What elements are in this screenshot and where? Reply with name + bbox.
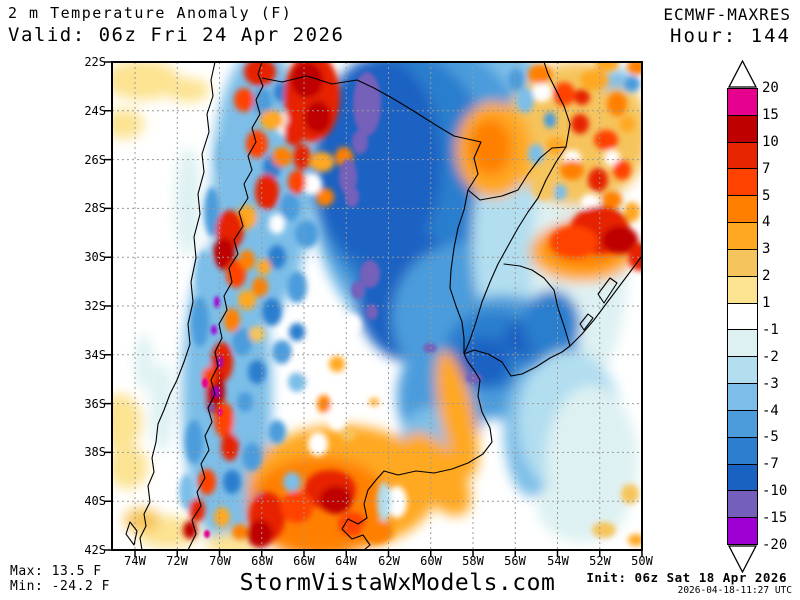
lon-label: 62W xyxy=(378,554,400,568)
paraguay-brazil-border xyxy=(543,62,571,148)
colorbar-box xyxy=(728,491,757,519)
colorbar-tick-label: 15 xyxy=(762,107,779,123)
colorbar-down-arrow-icon xyxy=(727,545,758,573)
map-frame xyxy=(111,61,643,551)
colorbar-box xyxy=(728,518,757,545)
lon-label: 68W xyxy=(251,554,273,568)
colorbar-tick-label: -5 xyxy=(762,429,779,445)
colorbar-box xyxy=(728,276,757,304)
lon-label: 58W xyxy=(462,554,484,568)
min-value: Min: -24.2 F xyxy=(10,579,110,594)
grid-lines xyxy=(112,62,642,550)
uruguay-brazil-coast xyxy=(463,255,642,377)
lat-label: 28S xyxy=(84,201,106,215)
colorbar-tick-label: -10 xyxy=(762,483,788,499)
lon-label: 60W xyxy=(420,554,442,568)
map-title: 2 m Temperature Anomaly (F) xyxy=(8,4,293,22)
colorbar-box xyxy=(728,223,757,250)
map-canvas xyxy=(104,61,643,557)
lon-label: 70W xyxy=(209,554,231,568)
uruguay-brazil-border xyxy=(503,263,571,347)
lon-label: 52W xyxy=(589,554,611,568)
model-name: ECMWF-MAXRES xyxy=(663,5,791,24)
lon-label: 50W xyxy=(631,554,653,568)
colorbar-box xyxy=(728,142,757,170)
parana-river xyxy=(449,189,469,355)
lon-label: 74W xyxy=(124,554,146,568)
colorbar-box xyxy=(728,303,757,331)
anomaly-field xyxy=(112,62,642,550)
forecast-hour: Hour: 144 xyxy=(670,25,791,47)
valid-time: Valid: 06z Fri 24 Apr 2026 xyxy=(8,24,345,46)
colorbar-tick-label: -4 xyxy=(762,403,779,419)
colorbar-tick-label: -1 xyxy=(762,322,779,338)
max-value: Max: 13.5 F xyxy=(10,564,102,579)
colorbar-tick-label: 2 xyxy=(762,268,771,284)
lat-label: 22S xyxy=(84,55,106,69)
lat-label: 30S xyxy=(84,250,106,264)
country-borders xyxy=(125,62,642,550)
colorbar-box xyxy=(728,410,757,438)
colorbar-tick-label: 5 xyxy=(762,188,771,204)
colorbar-tick-label: 3 xyxy=(762,241,771,257)
colorbar-up-arrow-icon xyxy=(727,60,758,88)
lat-label: 42S xyxy=(84,543,106,557)
init-timestamp: 2026-04-18-11:27 UTC xyxy=(677,585,792,596)
colorbar-tick-label: 20 xyxy=(762,80,779,96)
lat-label: 24S xyxy=(84,104,106,118)
colorbar-tick-label: 4 xyxy=(762,214,771,230)
colorbar-box xyxy=(728,384,757,411)
colorbar-box xyxy=(728,357,757,385)
lon-label: 56W xyxy=(504,554,526,568)
colorbar-box xyxy=(728,196,757,224)
colorbar-tick-label: -20 xyxy=(762,537,788,553)
colorbar-box xyxy=(728,89,757,116)
colorbar-box xyxy=(728,464,757,492)
lagoa-mirim xyxy=(579,313,594,331)
lat-label: 38S xyxy=(84,445,106,459)
andes-border xyxy=(187,62,264,550)
init-time: Init: 06z Sat 18 Apr 2026 xyxy=(586,570,787,585)
north-borders xyxy=(261,75,567,355)
colorbar-tick-label: -2 xyxy=(762,349,779,365)
colorbar-tick-label: 10 xyxy=(762,134,779,150)
colorbar-tick-label: -7 xyxy=(762,456,779,472)
colorbar-box xyxy=(728,169,757,197)
lagoa-dos-patos xyxy=(597,277,618,304)
lat-label: 40S xyxy=(84,494,106,508)
colorbar-box xyxy=(728,115,757,143)
chiloe-island xyxy=(125,521,138,546)
buenos-aires-coast xyxy=(341,353,493,550)
colorbar-tick-label: -15 xyxy=(762,510,788,526)
lon-label: 64W xyxy=(335,554,357,568)
lat-label: 32S xyxy=(84,299,106,313)
lon-label: 66W xyxy=(293,554,315,568)
colorbar-box xyxy=(728,249,757,277)
colorbar-tick-label: 7 xyxy=(762,161,771,177)
pacific-coastline xyxy=(139,62,216,550)
axis-ticks xyxy=(104,61,643,557)
watermark: StormVistaWxModels.com xyxy=(239,570,556,596)
lon-label: 54W xyxy=(547,554,569,568)
colorbar-tick-label: 1 xyxy=(762,295,771,311)
lat-label: 34S xyxy=(84,348,106,362)
colorbar-box xyxy=(728,437,757,465)
colorbar-box xyxy=(728,330,757,358)
lon-label: 72W xyxy=(166,554,188,568)
colorbar xyxy=(727,88,758,545)
colorbar-tick-label: -3 xyxy=(762,376,779,392)
lat-label: 26S xyxy=(84,153,106,167)
lat-label: 36S xyxy=(84,397,106,411)
